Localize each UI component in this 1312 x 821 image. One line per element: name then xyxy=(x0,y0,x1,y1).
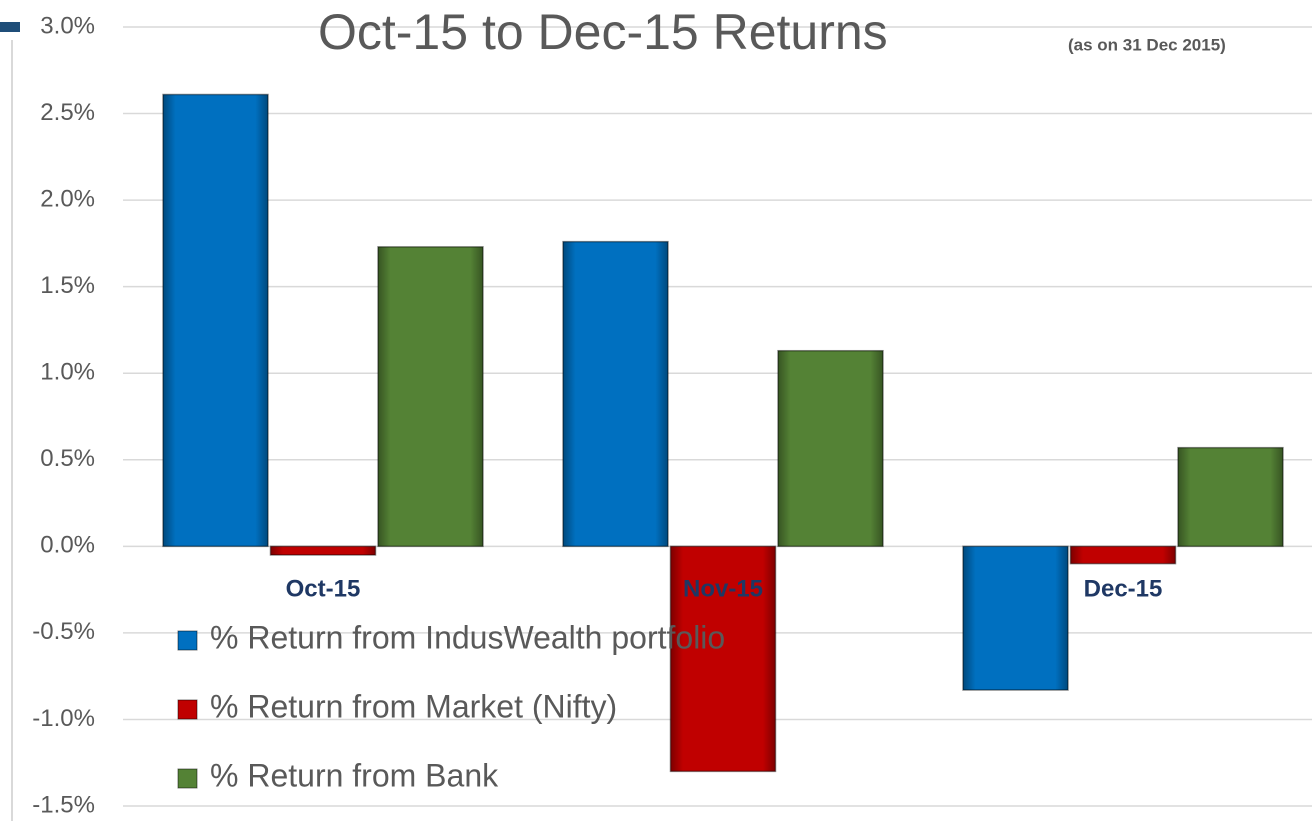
bar-shade xyxy=(670,546,776,772)
x-tick-label: Oct-15 xyxy=(286,575,361,602)
bar-shade xyxy=(1070,546,1176,564)
y-tick-label: 0.0% xyxy=(40,532,95,559)
bar-shade xyxy=(270,546,376,555)
bar xyxy=(377,246,484,548)
bar xyxy=(777,349,884,548)
y-tick-label: 3.0% xyxy=(40,12,95,39)
y-tick-label: -1.5% xyxy=(32,791,95,818)
bar xyxy=(269,545,377,556)
x-tick-label: Dec-15 xyxy=(1084,575,1163,602)
y-tick-label: -0.5% xyxy=(32,618,95,645)
legend-label: % Return from Bank xyxy=(210,757,499,793)
bar xyxy=(1177,446,1284,548)
bar xyxy=(669,545,777,773)
bar-shade xyxy=(378,246,483,547)
bar xyxy=(162,93,269,548)
legend-swatch xyxy=(177,768,198,789)
y-tick-label: 1.0% xyxy=(40,359,95,386)
y-tick-label: 1.5% xyxy=(40,272,95,299)
bar-shade xyxy=(963,546,1068,691)
y-tick-label: 2.5% xyxy=(40,99,95,126)
y-tick-label: 2.0% xyxy=(40,185,95,212)
bar-shade xyxy=(778,350,883,547)
legend-swatch xyxy=(177,630,198,651)
chart-title: Oct-15 to Dec-15 Returns xyxy=(318,4,888,60)
x-tick-label: Nov-15 xyxy=(683,575,763,602)
bar-shade xyxy=(563,241,668,547)
bar-shade xyxy=(1178,447,1283,547)
legend-label: % Return from IndusWealth portfolio xyxy=(210,619,725,655)
bar xyxy=(1069,545,1177,565)
y-tick-label: 0.5% xyxy=(40,445,95,472)
y-tick-label: -1.0% xyxy=(32,705,95,732)
bar xyxy=(562,240,669,548)
legend-label: % Return from Market (Nifty) xyxy=(210,688,617,724)
bar-shade xyxy=(163,94,268,547)
bar xyxy=(962,545,1069,691)
corner-mark xyxy=(0,22,20,32)
chart-subtitle: (as on 31 Dec 2015) xyxy=(1068,35,1226,54)
legend-swatch xyxy=(177,699,198,720)
